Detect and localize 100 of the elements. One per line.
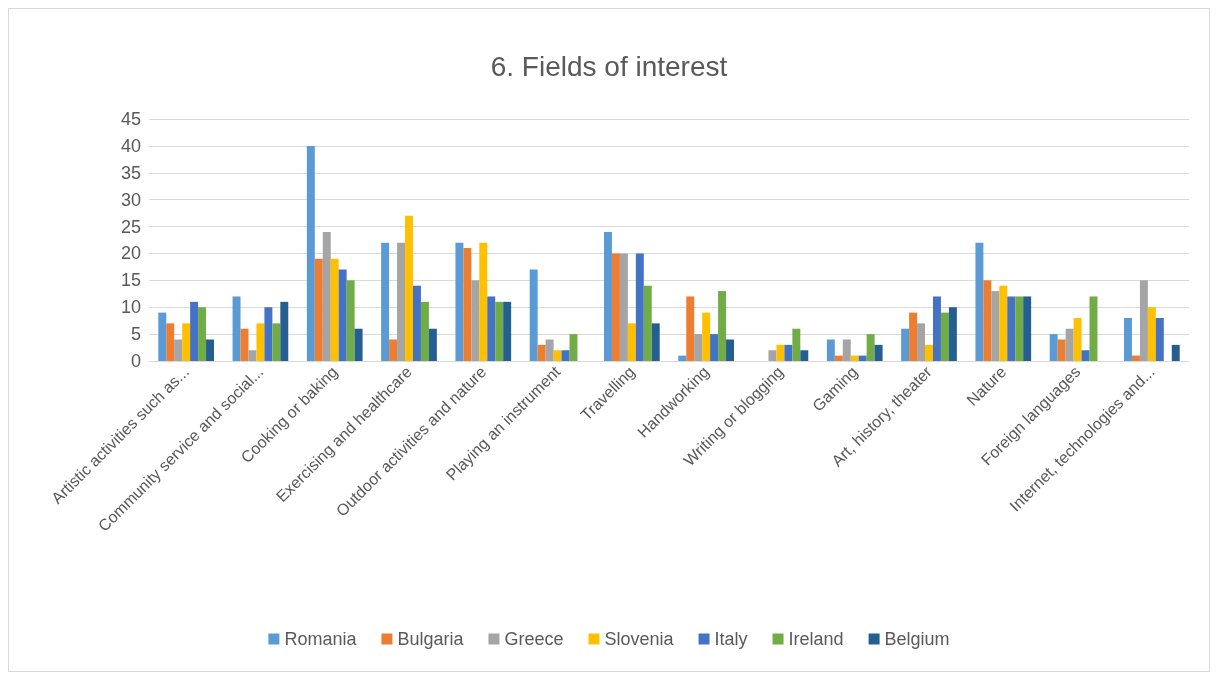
bar xyxy=(495,301,504,361)
bar xyxy=(471,280,480,361)
bar xyxy=(901,328,910,361)
bar xyxy=(874,344,883,361)
bar xyxy=(1023,296,1032,361)
bar xyxy=(1139,280,1148,361)
y-tick-label: 40 xyxy=(120,135,141,156)
bar xyxy=(428,328,437,361)
bar xyxy=(405,215,413,361)
bar xyxy=(248,350,257,361)
legend-label: Slovenia xyxy=(604,629,675,649)
bar xyxy=(800,350,809,361)
bar xyxy=(455,242,464,361)
bar xyxy=(346,280,355,361)
bar xyxy=(651,323,660,361)
y-tick-label: 30 xyxy=(120,189,141,210)
bar xyxy=(264,307,273,361)
bar xyxy=(866,334,875,361)
bar xyxy=(611,253,620,361)
bar xyxy=(314,258,323,361)
bar xyxy=(256,323,265,361)
bar xyxy=(925,344,933,361)
bar xyxy=(694,334,703,361)
bar xyxy=(463,248,472,361)
bar xyxy=(702,312,711,361)
bar xyxy=(604,231,612,361)
bar xyxy=(932,296,941,361)
legend-label: Greece xyxy=(504,629,564,649)
bar xyxy=(503,301,512,361)
bar xyxy=(991,291,1000,361)
bar xyxy=(174,339,183,361)
bar xyxy=(909,312,918,361)
bar xyxy=(999,285,1008,361)
bar xyxy=(726,339,734,361)
bar xyxy=(537,344,546,361)
bar xyxy=(1065,328,1074,361)
bar xyxy=(834,355,843,361)
bar xyxy=(768,350,777,361)
y-tick-label: 20 xyxy=(120,243,141,264)
bar xyxy=(1057,339,1066,361)
bar xyxy=(917,323,926,361)
bar xyxy=(643,285,652,361)
bar xyxy=(792,328,801,361)
bar xyxy=(322,231,331,361)
bar xyxy=(1081,350,1090,361)
bar xyxy=(1007,296,1016,361)
bar xyxy=(686,296,695,361)
bar xyxy=(182,323,191,361)
chart-title: 6. Fields of interest xyxy=(490,50,728,82)
y-tick-label: 35 xyxy=(120,162,141,183)
bar xyxy=(1155,317,1164,361)
bar xyxy=(330,258,339,361)
bar xyxy=(627,323,636,361)
bar xyxy=(858,355,867,361)
bar xyxy=(678,355,687,361)
bar xyxy=(842,339,851,361)
bar xyxy=(479,242,488,361)
bar xyxy=(166,323,175,361)
y-tick-label: 10 xyxy=(120,297,141,318)
bar xyxy=(1131,355,1140,361)
bar xyxy=(1073,317,1082,361)
bar xyxy=(412,285,421,361)
bar xyxy=(397,242,406,361)
bar xyxy=(710,334,719,361)
y-tick-label: 15 xyxy=(120,270,141,291)
bar xyxy=(776,344,785,361)
legend-label: Romania xyxy=(284,629,358,649)
bar xyxy=(975,242,984,361)
bar xyxy=(280,301,289,361)
bar xyxy=(198,307,207,361)
bar xyxy=(784,344,793,361)
bar xyxy=(354,328,363,361)
bar xyxy=(338,269,347,361)
legend-label: Bulgaria xyxy=(397,629,465,649)
bar xyxy=(420,301,429,361)
bar xyxy=(232,296,241,361)
bar xyxy=(1171,344,1180,361)
y-tick-label: 25 xyxy=(120,216,141,237)
bar xyxy=(158,312,167,361)
bar xyxy=(718,291,727,361)
bar xyxy=(545,339,554,361)
legend-label: Belgium xyxy=(884,629,950,649)
bar xyxy=(1147,307,1156,361)
bar xyxy=(983,280,992,361)
bar xyxy=(553,350,562,361)
legend-label: Ireland xyxy=(788,629,844,649)
bar xyxy=(381,242,390,361)
bar xyxy=(619,253,628,361)
bar xyxy=(948,307,957,361)
bar xyxy=(1015,296,1024,361)
bar xyxy=(850,355,859,361)
bar xyxy=(1049,334,1058,361)
bar xyxy=(826,339,835,361)
bar xyxy=(487,296,496,361)
bar xyxy=(306,145,315,361)
bar xyxy=(529,269,538,361)
bar xyxy=(272,323,281,361)
y-tick-label: 0 xyxy=(130,351,141,371)
bar xyxy=(940,312,949,361)
legend-label: Italy xyxy=(714,629,748,649)
